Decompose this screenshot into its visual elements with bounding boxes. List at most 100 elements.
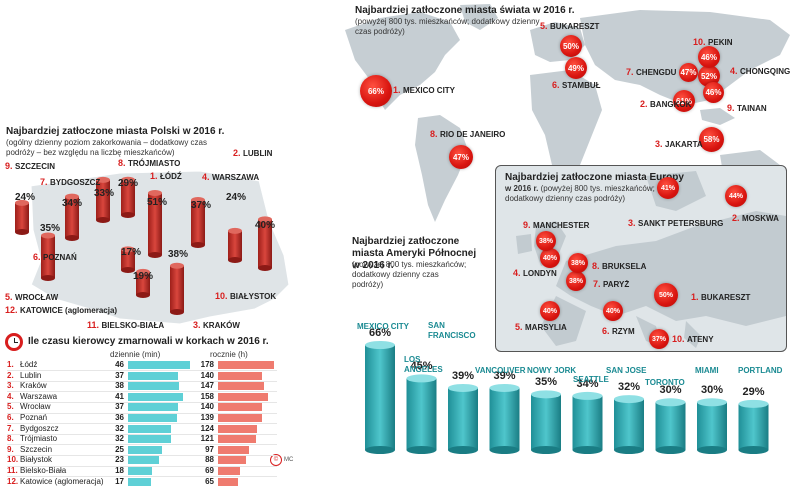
namerica-cylinder-base: [489, 446, 520, 454]
europe-bubble: 37%: [649, 329, 669, 349]
poland-cylinder-body: [228, 230, 242, 260]
table-divider: [7, 423, 277, 425]
europe-city: PARYŻ: [603, 280, 630, 289]
europe-city-label: 10. ATENY: [672, 334, 714, 344]
table-yearly-value: 140: [200, 402, 214, 412]
namerica-cylinder-base: [655, 446, 686, 454]
namerica-cylinder-base: [738, 446, 769, 454]
world-rank: 10.: [693, 37, 709, 47]
namerica-cylinder-body: [406, 378, 437, 450]
table-daily-bar: [128, 361, 190, 369]
table-yearly-value: 124: [200, 423, 214, 433]
world-city-label: 9. TAINAN: [727, 103, 767, 113]
namerica-value: 30%: [700, 384, 724, 397]
table-city: Wrocław: [20, 402, 51, 412]
world-city-label: 1. MEXICO CITY: [393, 85, 455, 95]
table-yearly-bar: [218, 371, 263, 380]
europe-city-label: 9. MANCHESTER: [523, 220, 589, 230]
table-yearly-value: 158: [200, 391, 214, 401]
table-daily-value: 25: [115, 444, 124, 454]
table-yearly-bar: [218, 467, 240, 475]
table-daily-bar: [128, 392, 184, 401]
namerica-city: MEXICO CITY: [357, 322, 410, 331]
poland-value: 24%: [226, 192, 247, 203]
table-daily-value: 23: [115, 455, 124, 465]
world-city: TAINAN: [737, 104, 767, 113]
table-daily-bar: [128, 445, 162, 454]
table-divider: [7, 433, 277, 435]
europe-city-label: 4. LONDYN: [513, 268, 557, 278]
table-daily-bar: [128, 424, 172, 433]
world-city-label: 8. RIO DE JANEIRO: [430, 129, 505, 139]
poland-rank: 12.: [5, 305, 21, 315]
europe-bubble: 44%: [725, 185, 747, 207]
poland-cylinder-base: [258, 265, 272, 271]
table-daily-bar: [128, 371, 178, 380]
europe-city: MARSYLIA: [525, 323, 567, 332]
europe-bubble: 38%: [568, 253, 588, 273]
poland-cylinder-body: [41, 235, 55, 278]
poland-city: WROCŁAW: [15, 293, 59, 302]
poland-value: 24%: [15, 192, 36, 203]
namerica-cylinder-top: [489, 383, 520, 392]
namerica-cylinder-base: [614, 446, 644, 454]
poland-cylinder-body: [170, 265, 184, 312]
table-yearly-bar: [218, 424, 257, 433]
europe-subtitle: w 2016 r. (powyżej 800 tys. mieszkańców;…: [505, 184, 695, 204]
namerica-cylinder-body: [738, 403, 769, 450]
namerica-city: SAN FRANCISCO: [428, 321, 476, 340]
poland-rank: 4.: [202, 172, 213, 182]
table-divider: [7, 391, 277, 393]
table-divider: [7, 380, 277, 382]
europe-rank: 9.: [523, 220, 534, 230]
table-rank: 4.: [7, 391, 14, 401]
europe-city-label: 8. BRUKSELA: [592, 261, 646, 271]
world-bubble: 47%: [679, 63, 698, 82]
table-divider: [7, 370, 277, 372]
world-city-label: 7. CHENGDU: [626, 67, 676, 77]
namerica-cylinder-body: [365, 345, 395, 450]
time-lost-title: Ile czasu kierowcy zmarnowali w korkach …: [28, 336, 269, 347]
namerica-cylinder-body: [572, 395, 603, 450]
poland-cylinder-top: [191, 197, 205, 204]
world-rank: 7.: [626, 67, 637, 77]
poland-rank: 1.: [150, 171, 161, 181]
table-yearly-value: 97: [205, 444, 214, 454]
table-rank: 10.: [7, 455, 19, 465]
table-daily-bar: [128, 477, 151, 486]
table-divider: [7, 465, 277, 467]
world-city: JAKARTA: [665, 140, 703, 149]
poland-cylinder-body: [65, 196, 79, 238]
table-city: Białystok: [20, 455, 53, 465]
europe-bubble: 41%: [657, 177, 679, 199]
namerica-city: SAN JOSE: [606, 366, 647, 375]
world-rank: 8.: [430, 129, 441, 139]
table-daily-bar: [128, 382, 180, 391]
table-daily-value: 36: [115, 413, 124, 422]
world-title: Najbardziej zatłoczone miasta świata w 2…: [355, 5, 575, 16]
namerica-cylinder-top: [531, 390, 561, 399]
table-city: Warszawa: [20, 391, 58, 401]
europe-city: BUKARESZT: [701, 293, 751, 302]
poland-cylinder-base: [15, 229, 29, 235]
table-city: Trójmiasto: [20, 434, 58, 444]
europe-city-label: 5. MARSYLIA: [515, 322, 567, 332]
namerica-cylinder-base: [531, 446, 561, 454]
europe-rank: 6.: [602, 326, 613, 336]
clock-icon: [5, 333, 23, 351]
namerica-cylinder-body: [489, 387, 520, 450]
poland-cylinder-base: [41, 275, 55, 281]
table-rank: 7.: [7, 423, 14, 433]
poland-city-label: 1. ŁÓDŹ: [150, 171, 182, 181]
table-rank: 8.: [7, 434, 14, 444]
europe-city: SANKT PETERSBURG: [638, 219, 724, 228]
table-rank: 2.: [7, 370, 14, 380]
poland-rank: 2.: [233, 148, 244, 158]
poland-value: 34%: [62, 198, 83, 209]
table-daily-value: 38: [115, 381, 124, 391]
namerica-value: 32%: [617, 381, 641, 394]
table-daily-bar: [128, 456, 159, 465]
table-daily-bar: [128, 467, 153, 475]
poland-value: 40%: [255, 220, 276, 231]
europe-bubble: 40%: [540, 301, 560, 321]
